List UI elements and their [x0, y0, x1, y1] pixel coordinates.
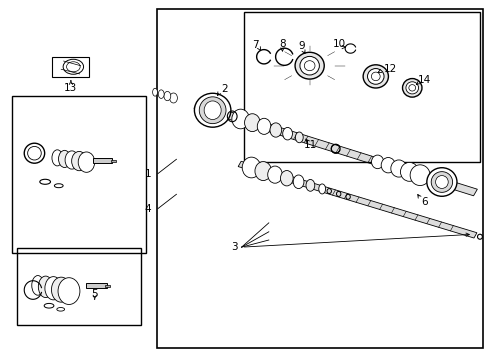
- Ellipse shape: [269, 123, 281, 137]
- Ellipse shape: [257, 118, 270, 134]
- Bar: [105, 285, 110, 287]
- Polygon shape: [194, 102, 476, 196]
- Ellipse shape: [426, 168, 456, 196]
- Ellipse shape: [163, 91, 170, 101]
- Ellipse shape: [72, 152, 86, 171]
- Ellipse shape: [52, 150, 62, 166]
- Ellipse shape: [32, 275, 44, 295]
- Ellipse shape: [435, 176, 447, 188]
- Ellipse shape: [371, 155, 383, 168]
- Ellipse shape: [305, 180, 314, 191]
- Text: 2: 2: [220, 84, 227, 94]
- Ellipse shape: [78, 152, 95, 172]
- Bar: [12, 96, 145, 253]
- Bar: [93, 158, 112, 163]
- Ellipse shape: [51, 277, 71, 302]
- Ellipse shape: [63, 59, 83, 74]
- Ellipse shape: [45, 276, 62, 300]
- Text: 10: 10: [332, 39, 345, 49]
- Ellipse shape: [318, 184, 325, 194]
- Bar: [111, 159, 116, 162]
- Text: 7: 7: [252, 40, 259, 50]
- Ellipse shape: [59, 150, 71, 167]
- Ellipse shape: [38, 276, 53, 297]
- Ellipse shape: [371, 72, 379, 81]
- Ellipse shape: [400, 162, 418, 181]
- Ellipse shape: [194, 93, 230, 127]
- Ellipse shape: [203, 101, 221, 120]
- Ellipse shape: [199, 97, 225, 123]
- Text: 12: 12: [383, 64, 396, 73]
- Ellipse shape: [152, 88, 157, 96]
- Ellipse shape: [65, 151, 79, 169]
- Text: 14: 14: [417, 75, 430, 85]
- Ellipse shape: [367, 68, 383, 84]
- Ellipse shape: [294, 52, 324, 79]
- Ellipse shape: [390, 160, 406, 177]
- Ellipse shape: [254, 162, 271, 180]
- Polygon shape: [238, 161, 476, 238]
- Ellipse shape: [409, 165, 429, 185]
- Ellipse shape: [158, 90, 164, 98]
- Ellipse shape: [244, 114, 260, 132]
- Text: 11: 11: [303, 140, 316, 150]
- Text: 13: 13: [64, 83, 78, 93]
- Ellipse shape: [169, 93, 177, 103]
- Text: 1: 1: [144, 168, 151, 179]
- Ellipse shape: [280, 171, 292, 186]
- Ellipse shape: [405, 82, 418, 94]
- Ellipse shape: [402, 78, 421, 97]
- Bar: [157, 9, 482, 348]
- Text: 3: 3: [231, 242, 238, 252]
- Ellipse shape: [408, 85, 415, 91]
- Ellipse shape: [363, 65, 387, 88]
- Ellipse shape: [381, 158, 394, 173]
- Text: 5: 5: [91, 289, 98, 298]
- Text: 4: 4: [144, 203, 151, 213]
- Ellipse shape: [430, 172, 452, 192]
- Ellipse shape: [293, 175, 304, 189]
- Ellipse shape: [58, 278, 80, 305]
- Text: 9: 9: [298, 41, 305, 51]
- Ellipse shape: [231, 109, 249, 129]
- Text: 6: 6: [420, 197, 427, 207]
- Ellipse shape: [304, 61, 314, 71]
- Bar: [86, 283, 107, 288]
- Ellipse shape: [295, 132, 303, 143]
- Bar: [52, 57, 89, 77]
- Ellipse shape: [242, 157, 260, 178]
- Ellipse shape: [282, 127, 292, 140]
- Ellipse shape: [299, 57, 319, 75]
- Text: 8: 8: [279, 39, 285, 49]
- Ellipse shape: [267, 166, 282, 183]
- Bar: [17, 248, 141, 325]
